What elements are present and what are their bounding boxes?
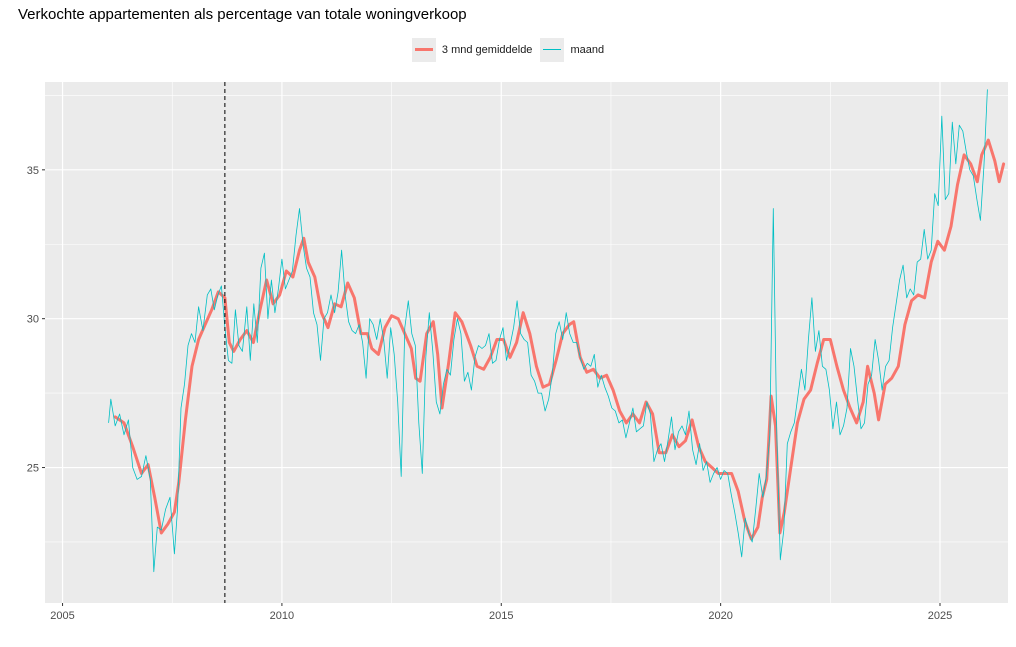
y-tick-label: 35: [27, 165, 39, 177]
series-line-month: [108, 89, 988, 573]
x-tick-label: 2005: [50, 610, 74, 622]
legend-label-avg: 3 mnd gemiddelde: [441, 44, 533, 56]
chart-title: Verkochte appartementen als percentage v…: [18, 6, 467, 23]
legend: 3 mnd gemiddelde maand: [0, 38, 1016, 62]
legend-item-avg: 3 mnd gemiddelde: [411, 38, 533, 62]
x-tick-label: 2025: [928, 610, 952, 622]
y-tick-label: 30: [27, 314, 39, 326]
legend-key-avg: [411, 38, 436, 62]
plot-panel: [45, 82, 1008, 603]
series-line-avg: [113, 138, 1006, 541]
x-tick-label: 2010: [270, 610, 294, 622]
y-tick-label: 25: [27, 463, 39, 475]
legend-label-month: maand: [570, 44, 605, 56]
x-tick-label: 2020: [708, 610, 732, 622]
legend-item-month: maand: [540, 38, 604, 62]
legend-key-month: [540, 38, 565, 62]
x-tick-label: 2015: [489, 610, 513, 622]
